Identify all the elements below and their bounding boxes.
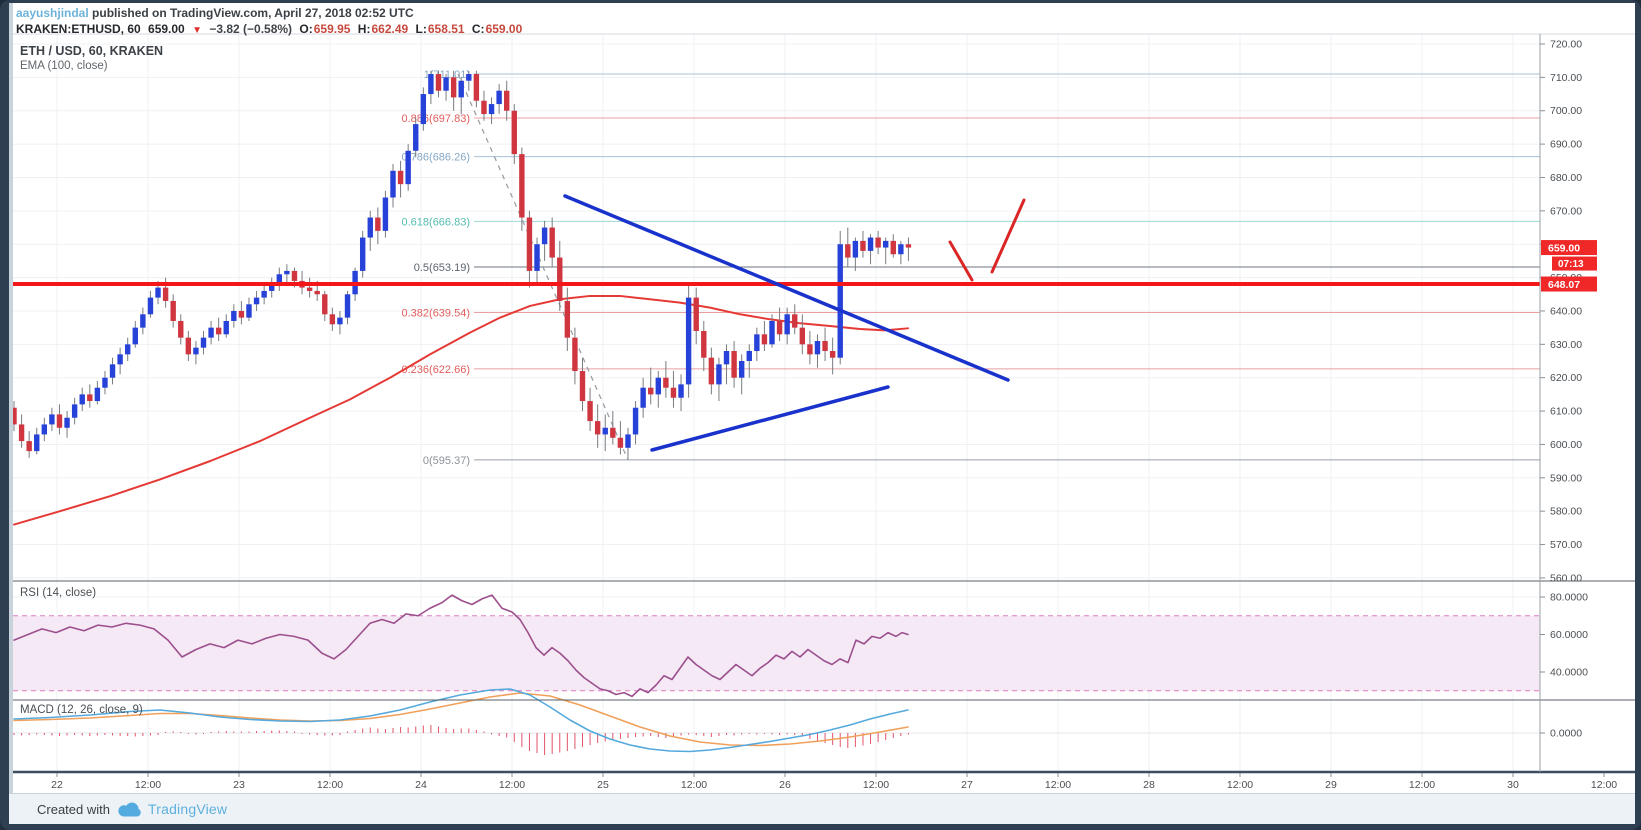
left-edge-strip xyxy=(9,3,13,823)
publish-line: aayushjindal published on TradingView.co… xyxy=(16,6,526,21)
change-text: −3.82 (−0.58%) xyxy=(209,22,293,36)
macd-indicator-label[interactable]: MACD (12, 26, close, 9) xyxy=(20,704,143,716)
tradingview-brand-link[interactable]: TradingView xyxy=(147,801,228,817)
high-label: H: xyxy=(357,22,371,36)
chart-legend: ETH / USD, 60, KRAKEN EMA (100, close) xyxy=(20,44,163,72)
created-with-text: Created with xyxy=(37,801,110,817)
high-value: 662.49 xyxy=(371,22,409,36)
published-text: published on TradingView.com, April 27, … xyxy=(92,6,414,20)
chart-title[interactable]: ETH / USD, 60, KRAKEN xyxy=(20,44,164,58)
symbol-ohlc-line: KRAKEN:ETHUSD, 60 659.00 ▼ −3.82 (−0.58%… xyxy=(16,22,526,38)
footer-bar: Created with TradingView xyxy=(9,793,1635,824)
low-value: 658.51 xyxy=(427,22,465,36)
symbol-text: KRAKEN:ETHUSD, 60 xyxy=(16,22,141,36)
ema-indicator-label[interactable]: EMA (100, close) xyxy=(20,60,108,72)
low-label: L: xyxy=(415,22,427,36)
open-label: O: xyxy=(299,22,313,36)
open-value: 659.95 xyxy=(313,22,351,36)
rsi-indicator-label[interactable]: RSI (14, close) xyxy=(20,587,97,599)
close-label: C: xyxy=(471,22,485,36)
publish-header: aayushjindal published on TradingView.co… xyxy=(16,6,526,38)
chart-widget-background xyxy=(9,3,1635,823)
last-price: 659.00 xyxy=(148,22,185,36)
close-value: 659.00 xyxy=(485,22,523,36)
down-triangle-icon: ▼ xyxy=(192,25,202,36)
tradingview-cloud-icon xyxy=(118,802,141,816)
author-link[interactable]: aayushjindal xyxy=(16,6,89,20)
